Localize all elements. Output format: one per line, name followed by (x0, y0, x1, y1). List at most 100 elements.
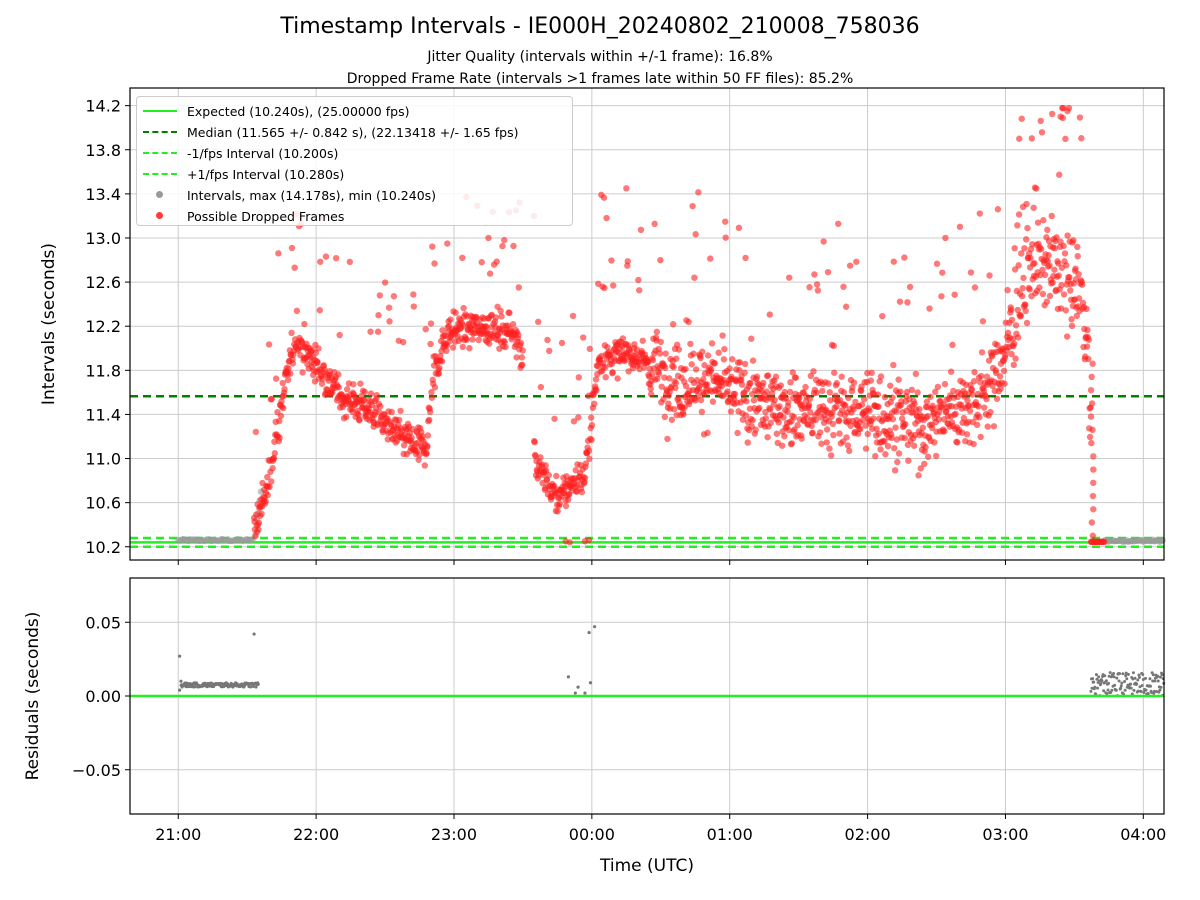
dropped-frame-point (956, 223, 964, 231)
dropped-frame-point (1045, 251, 1052, 259)
dropped-frame-point (735, 224, 743, 232)
dropped-frame-point (830, 342, 837, 350)
dropped-frame-point (423, 449, 430, 457)
residual-point (1099, 682, 1103, 686)
residual-point (1124, 671, 1128, 675)
residual-point (587, 630, 591, 635)
dropped-frame-point (431, 384, 439, 391)
dropped-frame-point (764, 434, 771, 441)
dropped-frame-point (299, 369, 306, 376)
dropped-frame-point (903, 388, 911, 396)
dropped-frame-point (1036, 284, 1043, 291)
dropped-frame-point (698, 408, 706, 416)
dropped-frame-point (1022, 301, 1029, 309)
dropped-frame-point (1073, 312, 1081, 320)
legend: Expected (10.240s), (25.00000 fps) Media… (136, 96, 573, 226)
dropped-frame-point (301, 320, 308, 328)
dropped-frame-point (478, 259, 485, 266)
dropped-frame-point (881, 393, 889, 401)
dropped-frame-point (1038, 129, 1046, 136)
dropped-frame-point (396, 416, 403, 424)
dropped-frame-point (736, 359, 744, 366)
residual-point (1132, 688, 1136, 692)
dropped-frame-point (756, 404, 763, 412)
dropped-frame-point (681, 404, 688, 411)
dropped-frame-point (857, 425, 864, 433)
interval-point (1159, 537, 1166, 544)
dropped-frame-point (1046, 262, 1053, 269)
dropped-frame-point (315, 345, 322, 352)
dropped-frame-point (964, 397, 971, 404)
dropped-frame-point (421, 462, 429, 469)
dropped-frame-point (515, 284, 522, 291)
dropped-frame-point (973, 421, 981, 429)
residual-point (1113, 683, 1117, 687)
dropped-frame-point (781, 388, 789, 396)
dropped-frame-point (1083, 305, 1090, 313)
residual-point (593, 625, 597, 629)
dropped-frame-point (255, 526, 262, 533)
dropped-frame-point (656, 350, 664, 357)
dropped-frame-point (447, 316, 454, 323)
dropped-frame-point (554, 508, 561, 515)
dropped-frame-point (888, 434, 895, 442)
dropped-frame-point (647, 385, 654, 392)
dropped-frame-point (831, 369, 838, 376)
residual-point (1112, 671, 1116, 675)
dropped-frame-point (747, 380, 754, 387)
residual-point (1148, 684, 1152, 688)
residual-point (1114, 688, 1118, 692)
dropped-frame-point (367, 390, 375, 397)
dropped-frame-point (1004, 286, 1011, 294)
dropped-frame-point (264, 491, 271, 499)
dropped-frame-point (924, 453, 932, 460)
dropped-frame-point (753, 373, 761, 380)
dropped-frame-point (1019, 285, 1026, 292)
top-x-ticks (177, 560, 1144, 565)
dropped-frame-point (680, 411, 687, 418)
dropped-frame-point (749, 417, 756, 424)
dropped-frame-point (947, 368, 955, 375)
dropped-frame-point (1023, 319, 1031, 327)
dropped-frame-point (415, 456, 422, 463)
dropped-frame-point (343, 386, 351, 393)
dropped-frame-point (586, 455, 593, 463)
dropped-frame-point (293, 307, 301, 315)
dropped-frame-point (976, 414, 983, 421)
dropped-frame-point (814, 287, 822, 294)
dropped-frame-point (335, 371, 342, 378)
dropped-frame-point (772, 373, 780, 380)
dropped-frame-point (1027, 245, 1035, 253)
dropped-frame-point (802, 383, 809, 391)
dropped-frame-point (350, 381, 357, 388)
dropped-frame-point (332, 254, 340, 262)
dropped-frame-point (976, 210, 984, 217)
dropped-frame-point (262, 498, 269, 505)
dropped-frame-point (1033, 185, 1040, 192)
dropped-frame-point (284, 376, 292, 384)
dropped-frame-point (291, 264, 298, 271)
residual-point (1141, 673, 1145, 677)
dropped-frame-point (969, 391, 976, 398)
dropped-frame-point (731, 390, 739, 398)
dropped-frame-point (1009, 335, 1017, 342)
dropped-frame-point (1062, 135, 1069, 143)
dropped-frame-point (1074, 243, 1081, 251)
dropped-frame-point (777, 382, 785, 389)
dropped-frame-point (682, 382, 690, 390)
dropped-frame-point (374, 328, 382, 335)
dropped-frame-point (891, 445, 898, 452)
dropped-frame-point (386, 318, 393, 325)
dropped-frame-point (790, 414, 798, 421)
residual-point (179, 679, 183, 683)
dropped-frame-point (887, 382, 894, 389)
dropped-frame-point (897, 388, 904, 395)
dropped-frame-point (1037, 117, 1044, 125)
dropped-frame-point (901, 434, 909, 442)
dropped-frame-point (687, 340, 694, 348)
dropped-frame-point (675, 346, 683, 353)
dropped-frame-point (767, 406, 774, 413)
dropped-frame-point (255, 519, 263, 526)
dropped-frame-point (1018, 250, 1025, 257)
dropped-frame-point (367, 328, 374, 335)
